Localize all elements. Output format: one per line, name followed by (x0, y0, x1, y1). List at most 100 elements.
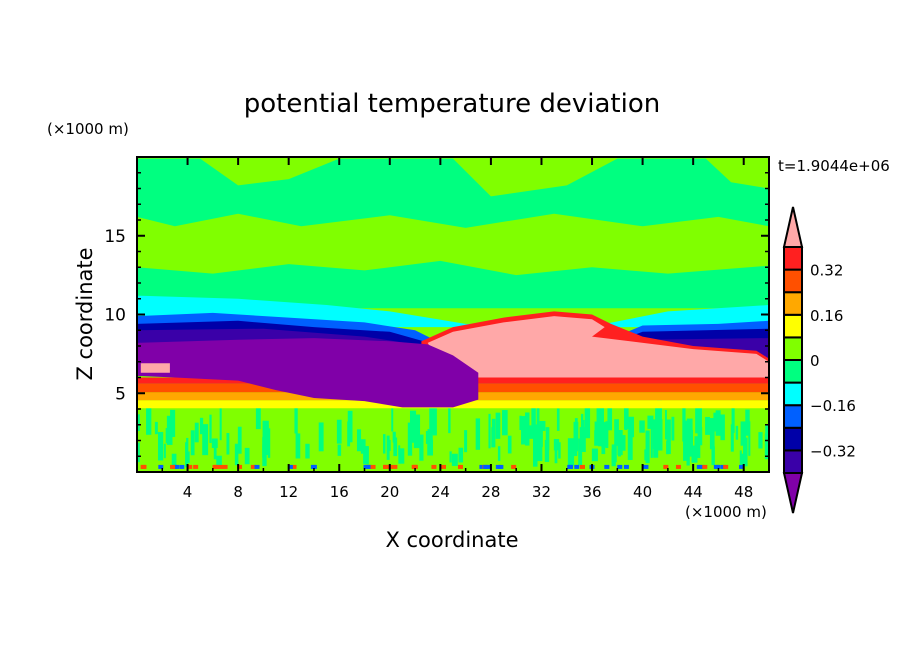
boundary-streak (554, 449, 558, 464)
surface-speck (141, 464, 147, 469)
boundary-streak (190, 430, 195, 456)
boundary-streak (449, 451, 452, 463)
boundary-streak (597, 401, 604, 433)
surface-speck (366, 464, 372, 469)
boundary-streak (157, 431, 164, 461)
boundary-streak (347, 410, 353, 443)
boundary-streak (647, 415, 654, 429)
boundary-streak (146, 402, 152, 435)
colorbar-swatch (783, 426, 803, 452)
boundary-streak (627, 430, 633, 460)
boundary-streak (194, 422, 199, 443)
surface-speck (643, 464, 649, 469)
boundary-streak (617, 429, 623, 456)
boundary-streak (295, 433, 301, 459)
colorbar-label: −0.16 (810, 397, 856, 415)
boundary-streak (464, 430, 468, 453)
boundary-streak (664, 410, 667, 440)
boundary-streak (491, 418, 496, 448)
surface-speck (574, 464, 580, 469)
boundary-streak (166, 415, 173, 445)
x-unit-label: (×1000 m) (685, 503, 767, 521)
boundary-streak (392, 431, 396, 443)
boundary-streak (711, 446, 715, 466)
surface-speck (495, 464, 501, 469)
surface-speck (441, 464, 447, 469)
boundary-streak (740, 421, 746, 446)
surface-speck (287, 464, 293, 469)
surface-speck (392, 464, 398, 469)
surface-speck (383, 464, 389, 469)
x-tick-label: 12 (279, 483, 298, 501)
boundary-streak (686, 418, 693, 441)
boundary-streak (448, 406, 451, 434)
surface-speck (617, 464, 623, 469)
boundary-streak (337, 444, 342, 456)
x-tick-label: 16 (330, 483, 349, 501)
x-tick-label: 44 (684, 483, 703, 501)
surface-speck (457, 464, 463, 469)
boundary-streak (683, 430, 688, 461)
y-tick-label: 15 (104, 227, 126, 247)
boundary-streak (386, 435, 390, 460)
boundary-streak (691, 445, 698, 463)
colorbar-swatch (783, 268, 803, 294)
x-tick-label: 4 (183, 483, 193, 501)
boundary-streak (237, 426, 242, 454)
surface-speck (738, 464, 744, 469)
x-tick-label: 8 (233, 483, 243, 501)
mid-green-layer (137, 260, 769, 309)
boundary-streak (475, 418, 481, 450)
boundary-streak (553, 439, 560, 451)
boundary-streak (624, 402, 629, 430)
y-unit-label: (×1000 m) (47, 120, 129, 138)
boundary-streak (713, 412, 717, 432)
boundary-streak (488, 413, 491, 449)
boundary-streak (545, 427, 550, 451)
colorbar-under-triangle (782, 472, 804, 514)
surface-speck (370, 464, 376, 469)
boundary-streak (666, 419, 671, 455)
boundary-streak (209, 414, 212, 443)
x-tick-labels: 4 8 12 16 20 24 28 32 36 40 44 48 (183, 483, 753, 501)
boundary-streak (216, 455, 222, 466)
boundary-streak (579, 427, 586, 452)
colorbar: 0.32 0.16 0 −0.16 −0.32 (782, 206, 856, 514)
boundary-streak (137, 442, 140, 463)
boundary-streak (154, 421, 158, 435)
y-tick-labels: 5 10 15 (104, 227, 126, 405)
colorbar-swatch (783, 381, 803, 407)
surface-speck (702, 464, 708, 469)
surface-speck (623, 464, 629, 469)
boundary-streak (413, 414, 421, 449)
boundary-streak (393, 437, 398, 457)
boundary-streak (495, 412, 501, 439)
boundary-streak (219, 408, 222, 441)
surface-speck (187, 464, 193, 469)
cold-anomaly (137, 338, 479, 408)
surface-speck (604, 464, 610, 469)
boundary-streak (683, 420, 689, 436)
surface-speck (511, 464, 517, 469)
boundary-streak (391, 401, 394, 432)
boundary-streak (458, 447, 464, 463)
boundary-streak (262, 437, 266, 458)
surface-speck (412, 464, 418, 469)
boundary-streak (521, 416, 527, 445)
boundary-streak (363, 446, 369, 465)
boundary-streak (558, 442, 561, 459)
boundary-streak (601, 422, 607, 448)
boundary-streak (497, 446, 501, 461)
boundary-streak (525, 412, 530, 446)
boundary-streak (171, 453, 177, 466)
surface-speck (663, 464, 669, 469)
boundary-streak (607, 406, 613, 431)
boundary-streak (735, 425, 739, 440)
boundary-streak (686, 436, 690, 466)
warm-cloud-anomaly (427, 316, 769, 378)
surface-speck (218, 464, 224, 469)
boundary-streak (305, 443, 310, 459)
boundary-streak (740, 453, 744, 466)
boundary-streak (694, 436, 699, 452)
